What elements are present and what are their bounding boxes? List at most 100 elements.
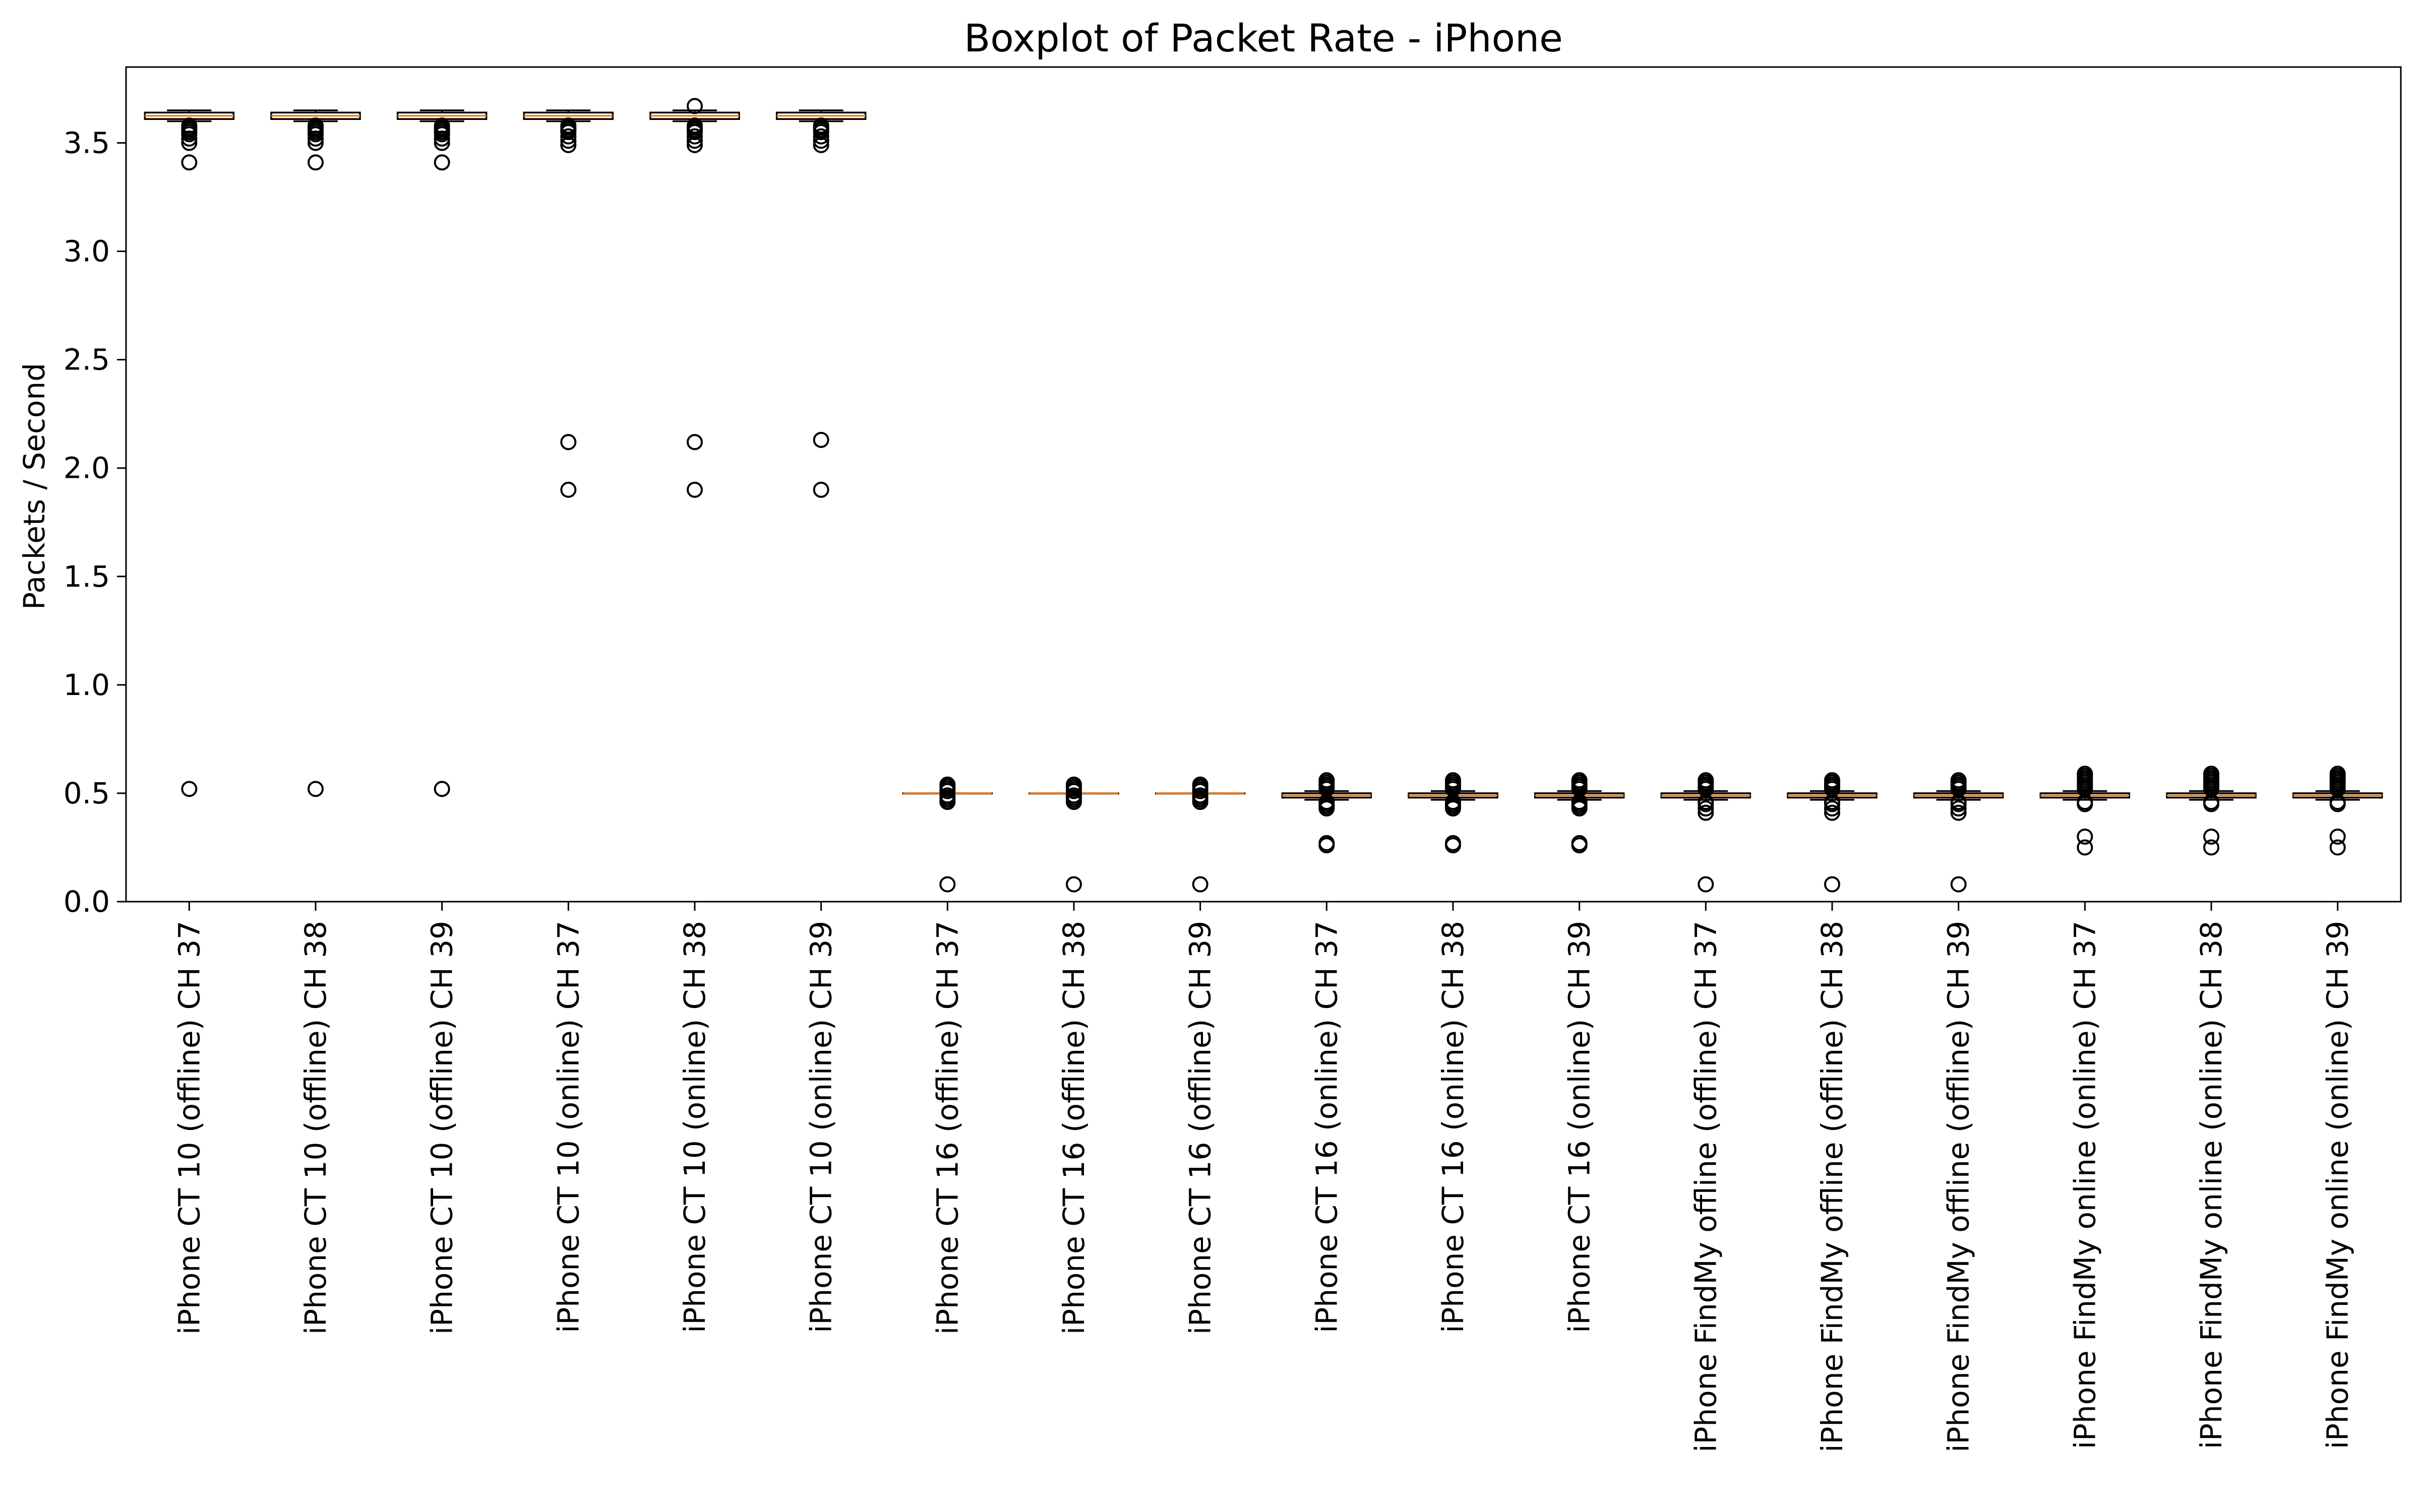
outlier-point — [1698, 800, 1714, 817]
x-tick-label: iPhone FindMy online (online) CH 37 — [2068, 921, 2102, 1449]
outlier-point — [181, 130, 198, 147]
outlier-point — [1445, 800, 1461, 817]
outlier-point — [308, 781, 324, 797]
outlier-point — [1698, 796, 1714, 812]
outlier-point — [1192, 783, 1208, 799]
outlier-point — [1066, 876, 1082, 893]
x-tick-label: iPhone FindMy online (online) CH 39 — [2321, 921, 2355, 1449]
outlier-point — [1318, 837, 1335, 854]
outlier-point — [2329, 796, 2346, 812]
outlier-point — [181, 126, 198, 143]
x-tick-label: iPhone CT 16 (online) CH 38 — [1436, 921, 1470, 1333]
outlier-point — [813, 137, 829, 153]
outlier-point — [1698, 781, 1714, 797]
outlier-point — [687, 128, 703, 145]
outlier-point — [813, 431, 829, 448]
outlier-point — [308, 130, 324, 147]
outlier-point — [181, 781, 198, 797]
outlier-point — [1318, 781, 1335, 797]
x-tick-label: iPhone CT 10 (offline) CH 38 — [298, 921, 333, 1335]
x-tick-label: iPhone CT 10 (online) CH 37 — [551, 921, 585, 1333]
outlier-point — [687, 124, 703, 141]
outlier-point — [181, 135, 198, 151]
y-tick-label: 3.0 — [64, 234, 110, 269]
outlier-point — [1950, 876, 1967, 893]
x-tick-label: iPhone CT 16 (offline) CH 37 — [930, 921, 964, 1335]
outlier-point — [308, 154, 324, 171]
outlier-point — [687, 481, 703, 498]
x-tick-label: iPhone CT 16 (offline) CH 39 — [1183, 921, 1218, 1335]
outlier-point — [687, 133, 703, 149]
outlier-point — [1824, 796, 1840, 812]
chart-title: Boxplot of Packet Rate - iPhone — [964, 16, 1563, 60]
outlier-point — [2077, 839, 2093, 856]
x-tick-label: iPhone CT 10 (online) CH 38 — [678, 921, 712, 1333]
outlier-point — [2077, 781, 2093, 797]
x-tick-label: iPhone CT 10 (offline) CH 37 — [172, 921, 206, 1335]
outlier-point — [308, 126, 324, 143]
outlier-point — [813, 133, 829, 149]
outlier-point — [560, 434, 577, 451]
outlier-point — [939, 783, 956, 799]
y-tick-label: 1.5 — [64, 559, 110, 594]
outlier-point — [1318, 800, 1335, 817]
x-tick-label: iPhone FindMy offline (offline) CH 39 — [1942, 921, 1976, 1453]
outlier-point — [434, 154, 450, 171]
x-tick-label: iPhone FindMy online (online) CH 38 — [2194, 921, 2228, 1449]
x-tick-label: iPhone CT 10 (offline) CH 39 — [425, 921, 459, 1335]
outlier-point — [434, 135, 450, 151]
outlier-point — [1066, 794, 1082, 810]
outlier-point — [813, 481, 829, 498]
outlier-point — [2077, 796, 2093, 812]
outlier-point — [434, 130, 450, 147]
outlier-point — [2329, 781, 2346, 797]
outlier-point — [181, 154, 198, 171]
outlier-point — [1192, 876, 1208, 893]
x-tick-label: iPhone FindMy offline (offline) CH 38 — [1815, 921, 1849, 1453]
outlier-point — [1950, 804, 1967, 821]
outlier-point — [1192, 794, 1208, 810]
outlier-point — [1824, 800, 1840, 817]
outlier-point — [939, 794, 956, 810]
outlier-point — [1824, 781, 1840, 797]
outlier-point — [1571, 837, 1588, 854]
outlier-point — [1950, 800, 1967, 817]
outlier-point — [1950, 781, 1967, 797]
outlier-point — [434, 126, 450, 143]
outlier-point — [1445, 781, 1461, 797]
outlier-point — [1698, 876, 1714, 893]
outlier-point — [1950, 796, 1967, 812]
outlier-point — [813, 128, 829, 145]
y-tick-label: 0.5 — [64, 776, 110, 810]
y-tick-label: 3.5 — [64, 126, 110, 160]
outlier-point — [2203, 828, 2219, 845]
outlier-point — [1066, 783, 1082, 799]
plot-area: 0.0 0.5 1.0 1.5 2.0 2.5 3.0 3.5 iPhone CT 10 (of… — [64, 98, 2383, 1453]
x-tick-label: iPhone CT 10 (online) CH 39 — [804, 921, 838, 1333]
outlier-point — [434, 781, 450, 797]
y-tick-label: 0.0 — [64, 885, 110, 919]
outlier-point — [687, 98, 703, 114]
y-axis-label: Packets / Second — [17, 363, 51, 610]
outlier-point — [560, 133, 577, 149]
outlier-point — [1571, 800, 1588, 817]
outlier-point — [560, 481, 577, 498]
y-tick-label: 2.0 — [64, 451, 110, 485]
outlier-point — [2203, 839, 2219, 856]
x-tick-label: iPhone CT 16 (offline) CH 38 — [1057, 921, 1091, 1335]
outlier-point — [560, 128, 577, 145]
outlier-point — [2077, 828, 2093, 845]
outlier-point — [308, 135, 324, 151]
outlier-point — [1698, 804, 1714, 821]
y-tick-label: 1.0 — [64, 668, 110, 702]
outlier-point — [1445, 837, 1461, 854]
outlier-point — [813, 124, 829, 141]
outlier-point — [1824, 804, 1840, 821]
outlier-point — [560, 124, 577, 141]
axes-frame — [125, 66, 2402, 903]
x-tick-label: iPhone CT 16 (online) CH 37 — [1309, 921, 1344, 1333]
y-tick-label: 2.5 — [64, 343, 110, 377]
outlier-point — [687, 434, 703, 451]
outlier-point — [2203, 796, 2219, 812]
outlier-point — [2329, 839, 2346, 856]
